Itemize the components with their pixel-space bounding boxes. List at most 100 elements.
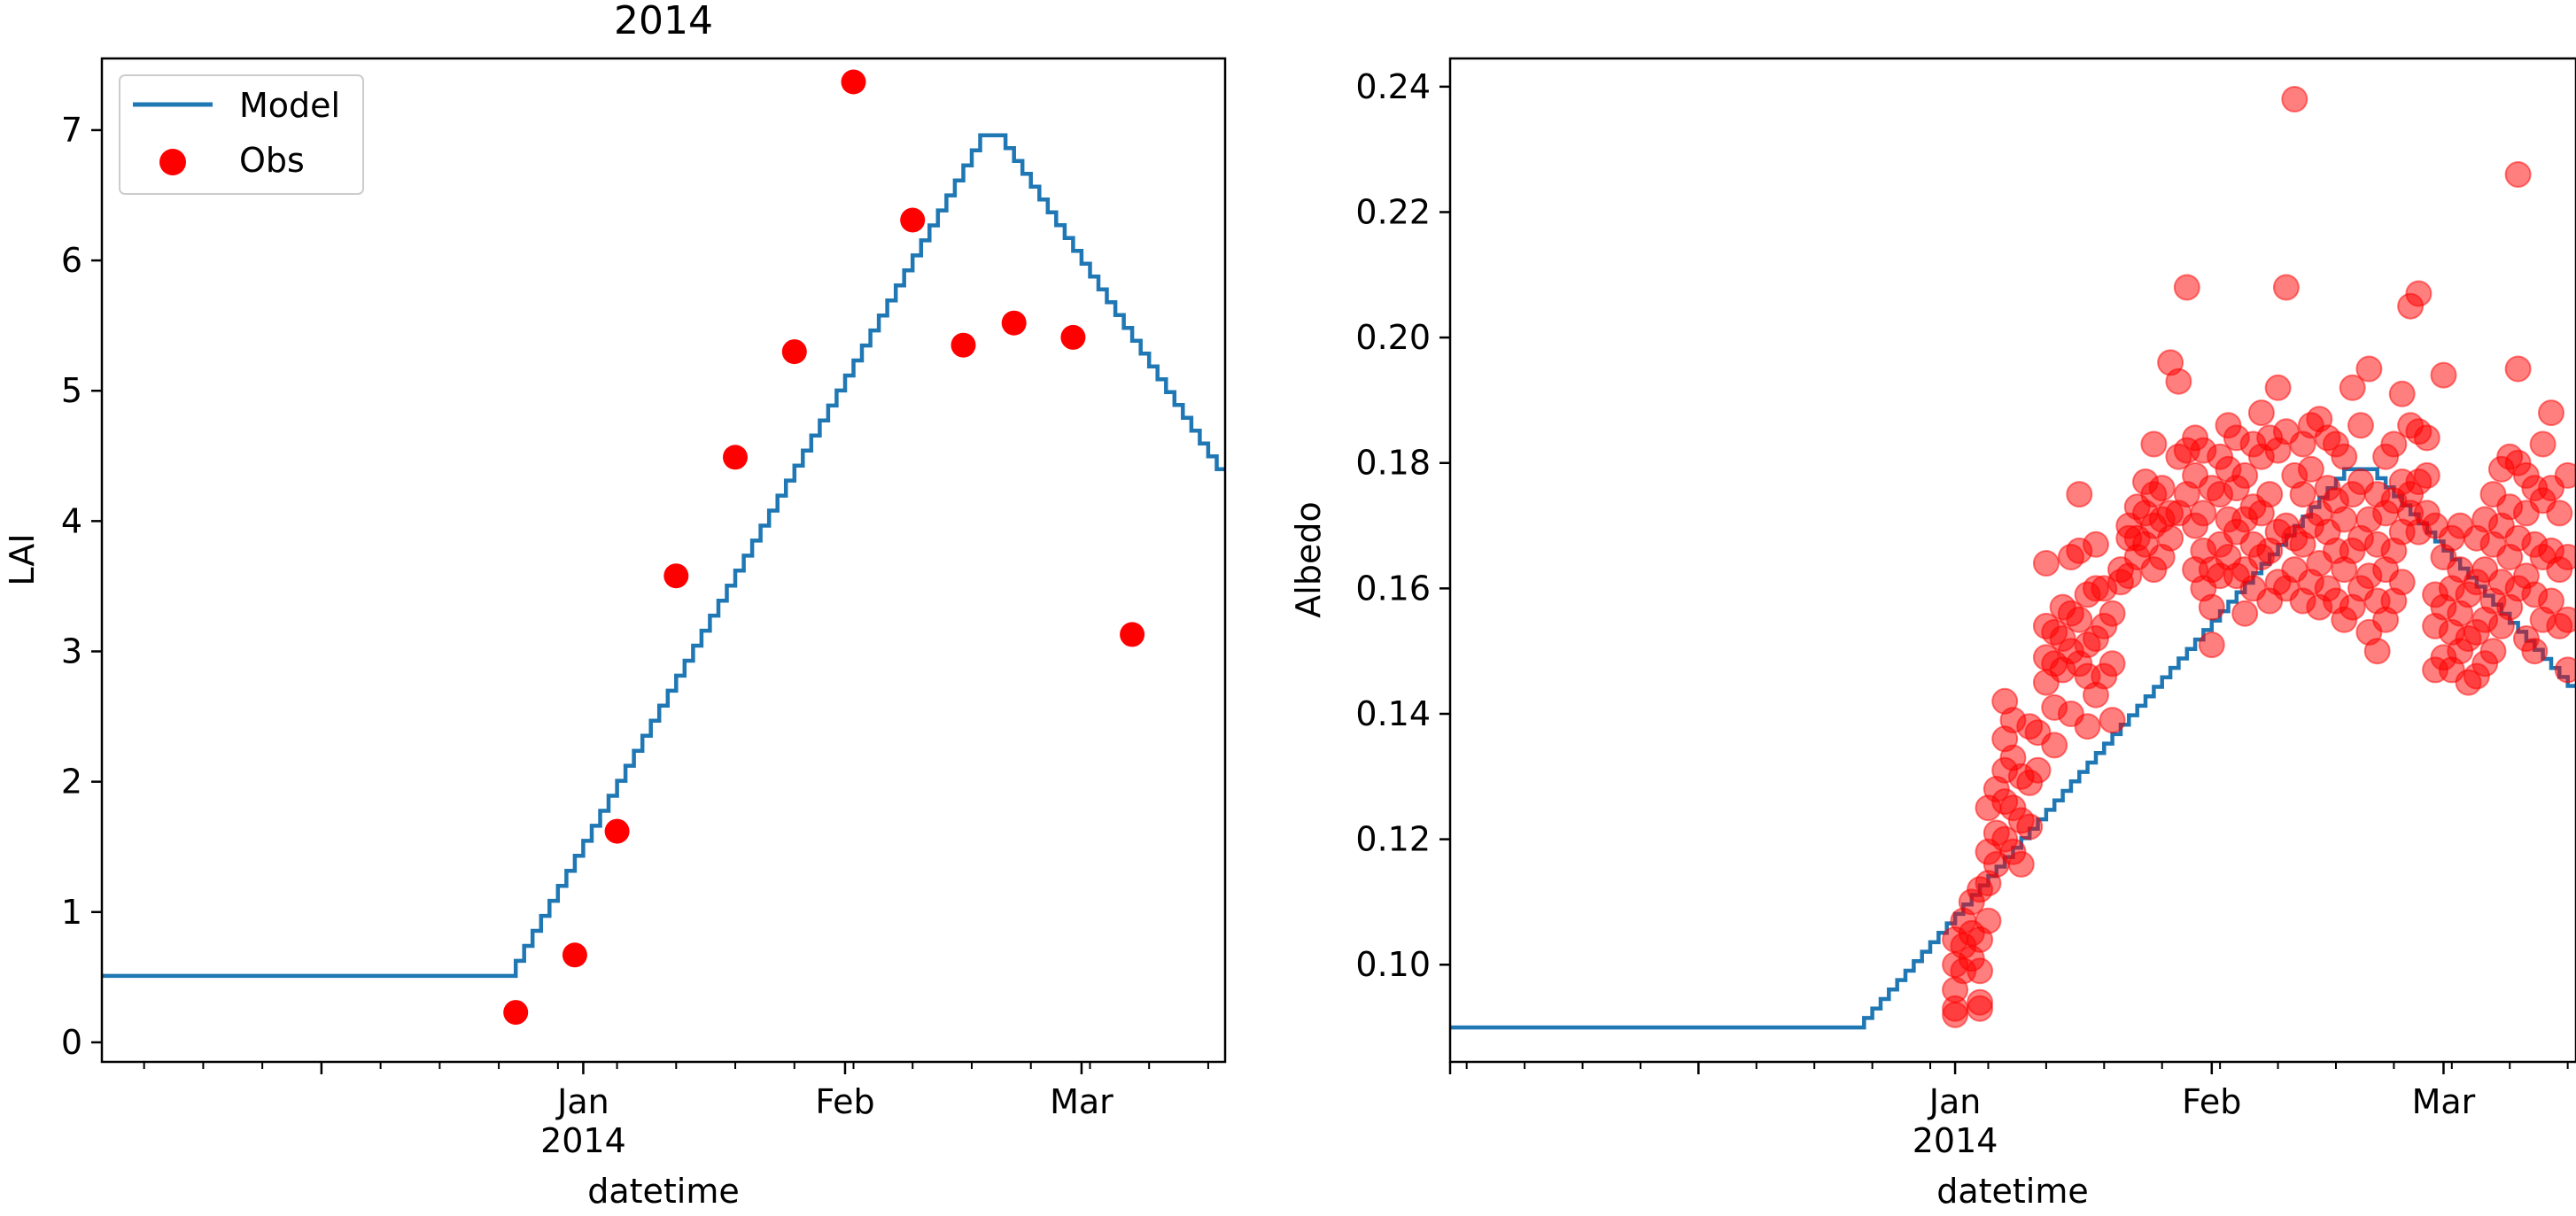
obs-point [1060, 324, 1086, 350]
x-tick-sublabel: 2014 [1913, 1121, 1998, 1160]
x-tick-label: Mar [2412, 1082, 2476, 1121]
y-tick-label: 1 [61, 893, 82, 932]
y-tick-label: 0.24 [1355, 67, 1431, 106]
y-tick-label: 7 [61, 111, 82, 150]
y-tick-label: 0.22 [1355, 192, 1431, 231]
obs-point [2355, 355, 2383, 383]
obs-point [2198, 631, 2225, 659]
obs-point [1120, 622, 1145, 647]
obs-point [2190, 500, 2217, 527]
obs-point [2554, 544, 2576, 570]
obs-point [781, 339, 807, 365]
obs-point [900, 207, 926, 233]
obs-point [1967, 988, 1994, 1016]
obs-point [2083, 531, 2109, 558]
legend-obs-label: Obs [239, 141, 305, 180]
obs-point [2231, 600, 2259, 627]
y-tick-label: 2 [61, 763, 82, 802]
obs-point [2016, 813, 2044, 840]
obs-point [663, 563, 689, 589]
obs-point [841, 69, 866, 95]
legend-obs-dot-icon [159, 149, 186, 175]
obs-point [2032, 550, 2060, 577]
x-tick-label: Feb [815, 1082, 874, 1121]
plot-frame [1448, 57, 2576, 1064]
obs-point [2099, 650, 2126, 678]
obs-point [2041, 732, 2068, 759]
obs-point [562, 942, 587, 968]
obs-point [2256, 481, 2284, 508]
obs-point [503, 1000, 529, 1026]
obs-point [2099, 707, 2126, 734]
x-tick-label: Mar [1050, 1082, 1113, 1121]
obs-point [2380, 430, 2408, 458]
obs-point [2007, 850, 2035, 878]
y-tick-label: 0.16 [1355, 569, 1431, 608]
obs-point [2546, 500, 2573, 527]
obs-point [950, 332, 976, 358]
chart-title: 2014 [614, 0, 713, 43]
obs-point [2024, 756, 2052, 784]
obs-point [2405, 280, 2432, 307]
obs-point [2099, 600, 2126, 627]
obs-point [2297, 455, 2324, 483]
lai-plot-area [102, 69, 1225, 1026]
obs-point [2504, 161, 2532, 188]
y-tick-label: 5 [61, 371, 82, 410]
obs-point [2538, 399, 2564, 427]
y-tick-label: 0.12 [1355, 820, 1431, 859]
obs-point [2538, 587, 2564, 615]
obs-point [2529, 430, 2557, 458]
obs-point [2554, 461, 2576, 489]
legend-model-label: Model [239, 86, 340, 125]
obs-point [2554, 606, 2576, 633]
y-tick-label: 0.14 [1355, 694, 1431, 733]
obs-point [2413, 424, 2440, 452]
y-tick-label: 0 [61, 1023, 82, 1062]
y-tick-label: 4 [61, 501, 82, 540]
obs-point [2521, 638, 2549, 665]
obs-point [723, 445, 748, 470]
obs-point [1967, 957, 1994, 985]
obs-point [2388, 380, 2416, 407]
obs-point [2347, 412, 2374, 439]
obs-point [2173, 274, 2200, 301]
x-tick-label: Feb [2182, 1082, 2241, 1121]
obs-point [2554, 656, 2576, 684]
obs-point [2430, 361, 2457, 389]
obs-point [2289, 481, 2316, 508]
obs-point [2504, 355, 2532, 383]
obs-point [2479, 638, 2507, 665]
y-tick-label: 0.18 [1355, 444, 1431, 483]
y-tick-label: 0.20 [1355, 318, 1431, 357]
x-tick-label: Jan [555, 1082, 609, 1121]
legend: Model Obs [119, 74, 364, 195]
obs-point [1001, 310, 1027, 336]
y-axis-label: LAI [3, 533, 42, 585]
obs-point [2339, 374, 2366, 401]
obs-point [2066, 606, 2093, 633]
obs-point [2140, 430, 2168, 458]
x-axis-label: datetime [587, 1172, 740, 1211]
obs-point [2148, 475, 2176, 502]
lai-y-ticks: 0 1 2 3 4 5 6 7 [61, 111, 102, 1062]
obs-point [604, 818, 630, 844]
obs-point [2363, 638, 2391, 665]
y-axis-label: Albedo [1289, 501, 1328, 617]
obs-point [1975, 907, 2002, 934]
obs-point [2198, 593, 2225, 621]
obs-point [2331, 443, 2358, 470]
obs-point [2281, 86, 2308, 112]
x-axis-label: datetime [1936, 1172, 2089, 1211]
model-series-line [102, 133, 1225, 979]
obs-point [2074, 713, 2101, 740]
obs-point [2066, 481, 2093, 508]
y-tick-label: 0.10 [1355, 945, 1431, 984]
y-tick-label: 3 [61, 632, 82, 671]
